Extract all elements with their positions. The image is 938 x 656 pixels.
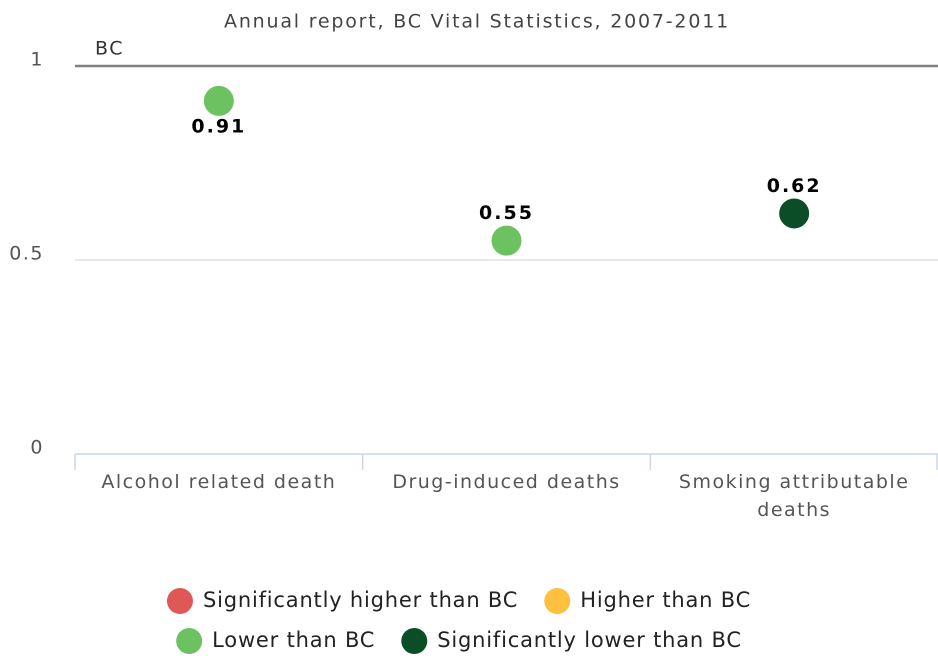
x-tick-label: Smoking attributable deaths: [679, 471, 909, 521]
point: [779, 198, 810, 229]
point: [203, 85, 234, 116]
x-tick-label: Alcohol related death: [101, 471, 336, 493]
x-tick-label: Drug-induced deaths: [392, 471, 620, 493]
legend-label: Lower than BC: [212, 628, 375, 652]
data-label: 0.55: [479, 202, 534, 224]
point: [491, 225, 522, 256]
y-tick-label: 0.5: [9, 243, 44, 265]
legend-marker: [166, 588, 193, 614]
legend-label: Higher than BC: [580, 588, 751, 612]
chart-title: Annual report, BC Vital Statistics, 2007…: [224, 11, 730, 33]
y-tick-label: 1: [30, 49, 44, 71]
legend-marker: [176, 628, 203, 654]
data-label: 0.91: [191, 115, 246, 137]
legend-row: Significantly higher than BC Higher than …: [166, 588, 751, 614]
legend-label: Significantly higher than BC: [203, 588, 518, 612]
legend-marker: [401, 628, 428, 654]
data-label: 0.62: [767, 175, 822, 197]
reference-label: BC: [95, 38, 124, 60]
y-tick-label: 0: [30, 437, 44, 459]
legend-row: Lower than BC Significantly lower than BC: [176, 628, 742, 654]
legend-marker: [544, 588, 571, 614]
legend-label: Significantly lower than BC: [437, 628, 742, 652]
